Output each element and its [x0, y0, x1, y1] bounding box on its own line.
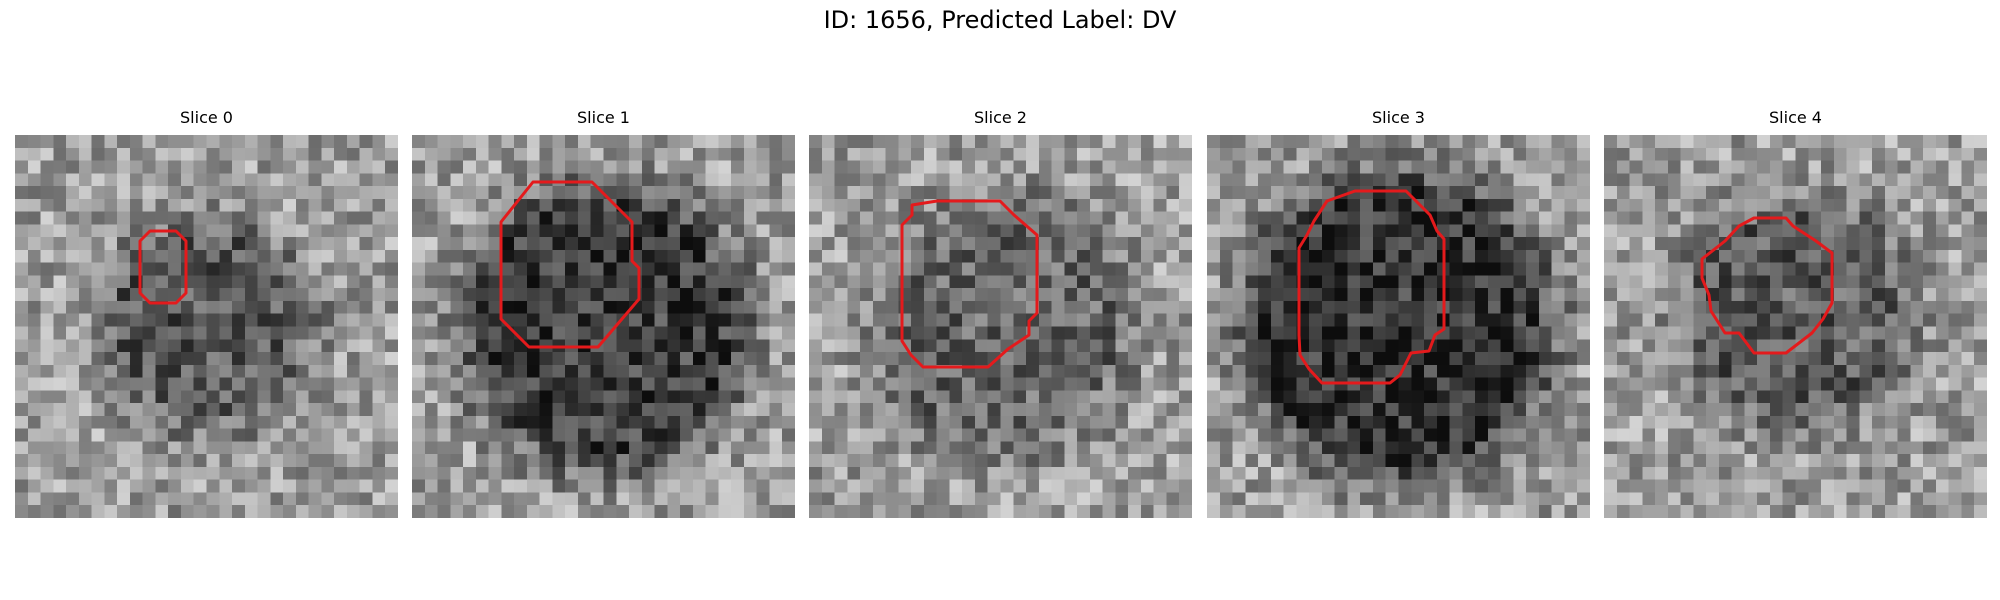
figure-title: ID: 1656, Predicted Label: DV — [823, 6, 1177, 34]
segmentation-contour — [900, 199, 1039, 369]
slice-image-3 — [1207, 135, 1590, 518]
slice-image-1 — [412, 135, 795, 518]
slice-title-1: Slice 1 — [577, 108, 630, 127]
pixel-grid — [1207, 135, 1590, 518]
pixel-grid — [15, 135, 398, 518]
segmentation-contour — [1700, 216, 1834, 355]
segmentation-contour — [1297, 189, 1446, 385]
slice-title-0: Slice 0 — [180, 108, 233, 127]
slice-image-2 — [809, 135, 1192, 518]
slice-title-3: Slice 3 — [1372, 108, 1425, 127]
pixel-grid — [809, 135, 1192, 518]
segmentation-contour — [499, 180, 641, 349]
slice-image-0 — [15, 135, 398, 518]
slice-image-4 — [1604, 135, 1987, 518]
slice-title-2: Slice 2 — [974, 108, 1027, 127]
slice-title-4: Slice 4 — [1769, 108, 1822, 127]
segmentation-contour — [138, 229, 188, 305]
pixel-grid — [412, 135, 795, 518]
pixel-grid — [1604, 135, 1987, 518]
